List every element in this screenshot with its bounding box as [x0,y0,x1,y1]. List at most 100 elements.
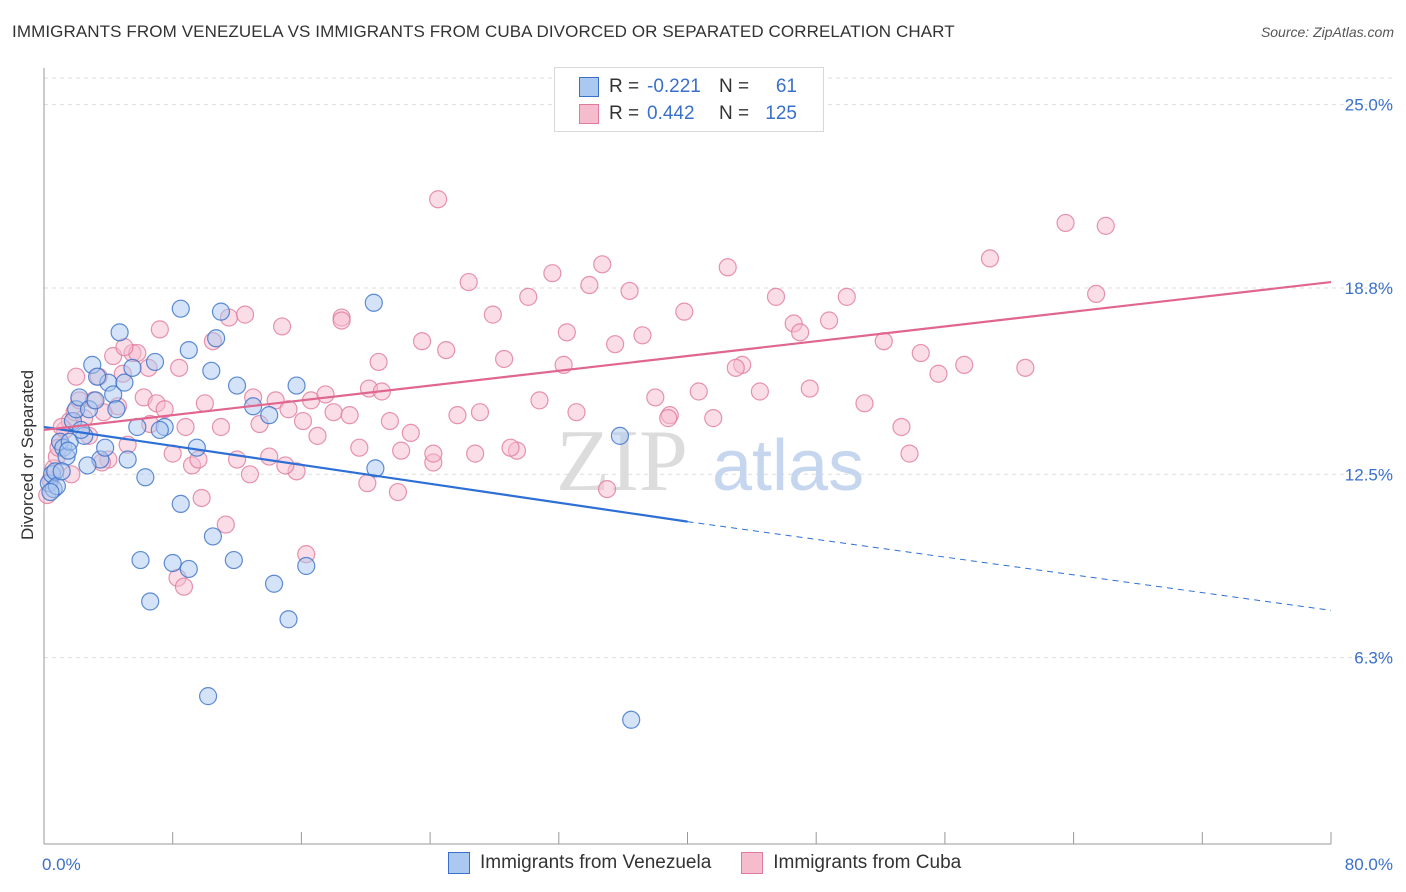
legend-item-venezuela: Immigrants from Venezuela [448,852,711,874]
venezuela-point [366,459,385,478]
cuba-point [791,323,810,342]
n-label: N = [719,76,750,97]
cuba-point [620,281,639,301]
cuba-legend-label: Immigrants from Cuba [773,852,962,873]
venezuela-point [141,592,160,611]
cuba-point [543,264,562,283]
cuba-point [174,577,194,596]
cuba-point [718,258,737,277]
cuba-point [855,394,874,413]
venezuela-point [287,376,306,395]
cuba-point [466,444,485,463]
cuba-point [332,311,351,330]
venezuela-point [52,462,71,481]
venezuela-point [115,373,134,392]
cuba-point [646,388,665,407]
venezuela-point [136,468,155,487]
tick-labels: 6.3% 12.5% 18.8% 25.0% 0.0% 80.0% [42,96,1393,874]
cuba-point [704,409,723,428]
venezuela-point [78,456,97,475]
venezuela-point [59,441,78,460]
cuba-point [659,409,678,428]
cuba-point [308,426,327,445]
cuba-point [211,417,231,437]
cuba-point [495,349,514,369]
venezuela-point [203,527,223,546]
cuba-point [689,382,708,401]
venezuela-point [207,329,226,348]
cuba-point [593,255,612,274]
venezuela-point [297,556,316,576]
venezuela-point [118,450,137,469]
venezuela-swatch [579,77,599,97]
venezuela-point [41,482,60,502]
cuba-swatch [579,104,599,124]
cuba-point [324,403,343,422]
venezuela-point [179,340,198,360]
cuba-point [412,332,432,351]
cuba-point [424,444,443,463]
cuba-point [911,343,930,363]
cuba-point [606,335,625,354]
cuba-point [67,367,86,386]
venezuela-point [227,376,247,395]
series-venezuela-points [39,293,641,729]
cuba-point [567,403,586,422]
cuba-point [170,358,189,377]
correlation-legend: R = -0.221 N = 61 R = 0.442 N = 125 [554,67,824,132]
cuba-point [448,406,467,425]
venezuela-point [264,574,284,593]
cuba-point [429,190,448,209]
grid-lines [44,77,1394,659]
legend-item-cuba: Immigrants from Cuba [741,852,961,874]
cuba-point [388,482,408,502]
venezuela-point [171,299,190,318]
n-value: 61 [775,76,797,97]
cuba-point [874,332,893,351]
cuba-point [1056,213,1075,233]
r-value: 0.442 [647,103,695,124]
venezuela-trend-line [43,425,688,523]
venezuela-point [610,426,630,445]
cuba-point [929,364,948,383]
cuba-point [597,479,617,499]
cuba-point [1016,358,1035,377]
venezuela-point [86,391,105,410]
y-tick-label: 6.3% [1354,649,1393,668]
cuba-point [392,441,411,460]
venezuela-point [163,553,182,573]
cuba-point [501,438,520,457]
venezuela-point [107,400,126,419]
cuba-point [350,438,369,457]
cuba-point [819,311,839,330]
y-tick-label: 25.0% [1345,96,1393,115]
cuba-point [955,355,974,374]
source-label: Source: ZipAtlas.com [1260,24,1394,40]
r-value: -0.221 [647,76,701,97]
cuba-trend-line [43,280,1332,432]
n-label: N = [719,103,750,124]
cuba-point [437,340,456,360]
cuba-point [892,417,911,437]
r-label: R = [609,103,640,124]
watermark-atlas: atlas [712,426,864,506]
cuba-point [837,287,856,306]
chart-title: IMMIGRANTS FROM VENEZUELA VS IMMIGRANTS … [12,22,955,41]
series-legend: Immigrants from Venezuela Immigrants fro… [448,852,991,874]
cuba-point [316,385,335,404]
venezuela-point [96,438,115,457]
y-axis-label: Divorced or Separated [18,370,37,540]
cuba-point [293,411,313,431]
cuba-point [276,456,295,475]
cuba-point [150,320,169,339]
venezuela-point [224,550,243,570]
x-tick-label: 0.0% [42,855,81,874]
cuba-point [192,488,211,508]
cuba-point [980,249,1000,268]
venezuela-point [128,417,147,437]
venezuela-trend-extension [687,521,1332,611]
axes [43,68,1332,845]
r-label: R = [609,76,640,97]
cuba-point [1096,216,1115,235]
